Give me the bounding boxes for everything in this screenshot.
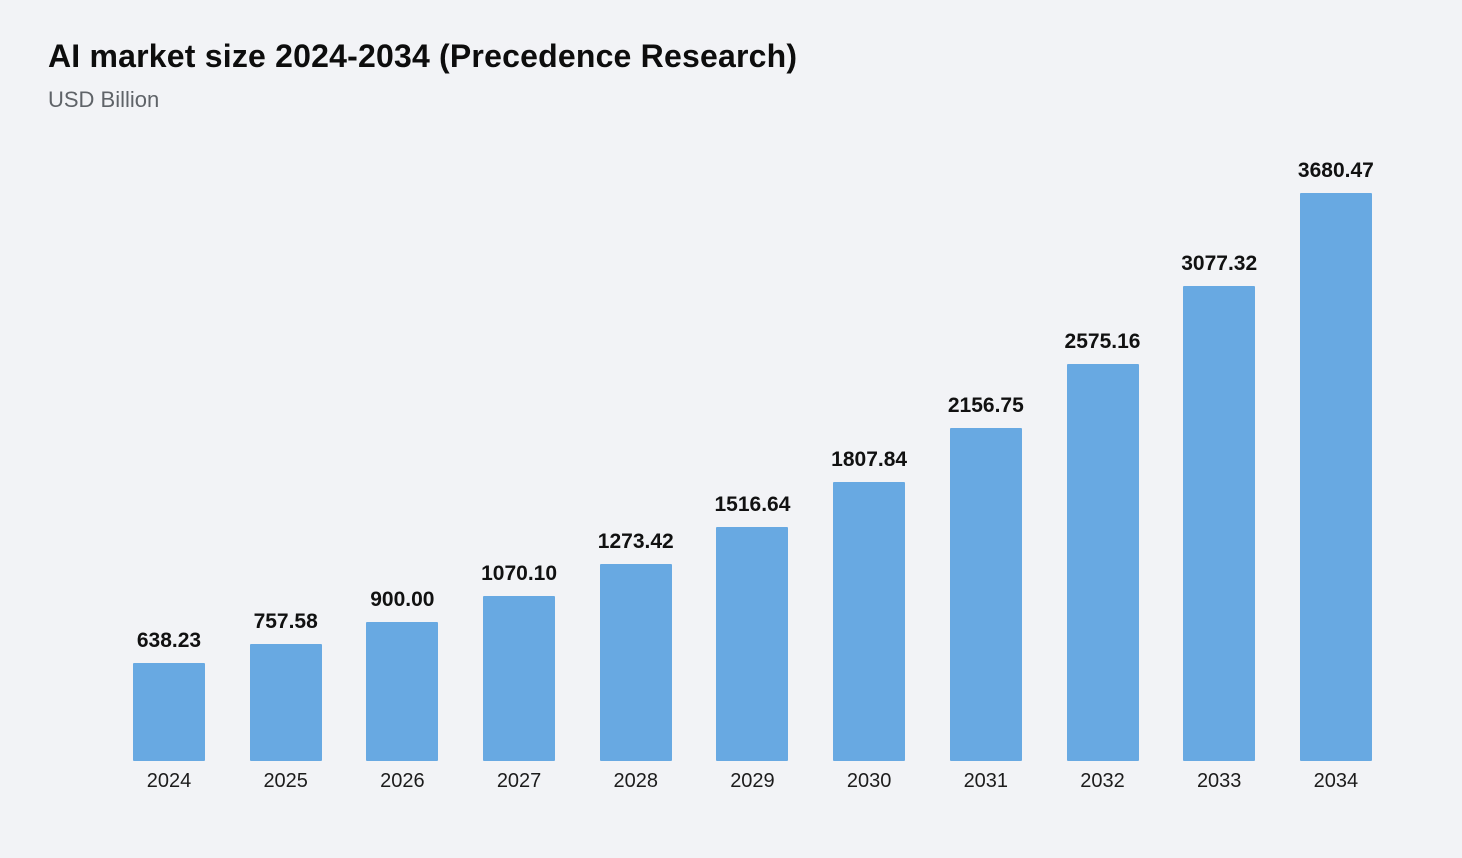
bar-2024: [133, 663, 205, 761]
bar-2030: [833, 482, 906, 761]
bar-2026: [366, 622, 439, 761]
bar-column-2030: 1807.84 2030: [831, 448, 908, 793]
bar-value-label: 757.58: [253, 610, 318, 633]
chart-subtitle: USD Billion: [48, 87, 160, 112]
bar-value-label: 1070.10: [481, 562, 558, 585]
bar-column-2028: 1273.42 2028: [597, 530, 674, 793]
bar-2028: [599, 564, 672, 761]
x-axis-label: 2024: [146, 770, 192, 792]
x-axis-label: 2033: [1196, 770, 1242, 792]
bar-column-2031: 2156.75 2031: [947, 394, 1024, 793]
bar-column-2029: 1516.64 2029: [714, 493, 791, 793]
x-axis-label: 2031: [963, 770, 1009, 792]
bar-2029: [716, 527, 789, 761]
bar-value-label: 3077.32: [1181, 252, 1258, 275]
x-axis-label: 2034: [1313, 770, 1359, 792]
bar-column-2024: 638.23 2024: [133, 629, 205, 793]
bar-column-2034: 3680.47 2034: [1297, 159, 1374, 793]
bar-value-label: 1273.42: [597, 530, 674, 553]
x-axis-label: 2032: [1080, 770, 1125, 792]
bar-column-2025: 757.58 2025: [249, 610, 322, 793]
bar-column-2033: 3077.32 2033: [1181, 252, 1258, 793]
bar-column-2032: 2575.16 2032: [1064, 330, 1141, 793]
bar-2031: [949, 428, 1022, 761]
bar-2027: [483, 596, 556, 761]
bar-2034: [1299, 193, 1372, 761]
x-axis-label: 2029: [730, 770, 775, 792]
x-axis-label: 2030: [846, 770, 892, 792]
bar-column-2027: 1070.10 2027: [481, 562, 558, 793]
bar-value-label: 3680.47: [1297, 159, 1374, 182]
bar-2025: [249, 644, 322, 761]
bar-2033: [1183, 286, 1256, 761]
x-axis-label: 2025: [263, 770, 308, 792]
bar-value-label: 900.00: [370, 588, 435, 611]
chart-title: AI market size 2024-2034 (Precedence Res…: [48, 38, 798, 74]
bar-value-label: 1807.84: [831, 448, 908, 471]
x-axis-label: 2027: [496, 770, 542, 792]
bar-chart: 638.23 2024 757.58 2025 900.00 2026 1070.10 202…: [133, 159, 1374, 793]
bar-value-label: 2575.16: [1064, 330, 1141, 353]
bar-value-label: 638.23: [136, 629, 202, 652]
x-axis-label: 2026: [380, 770, 425, 792]
bar-value-label: 1516.64: [714, 493, 791, 516]
bar-column-2026: 900.00 2026: [366, 588, 439, 793]
bar-2032: [1066, 364, 1139, 761]
bar-value-label: 2156.75: [947, 394, 1024, 417]
x-axis-label: 2028: [613, 770, 659, 792]
